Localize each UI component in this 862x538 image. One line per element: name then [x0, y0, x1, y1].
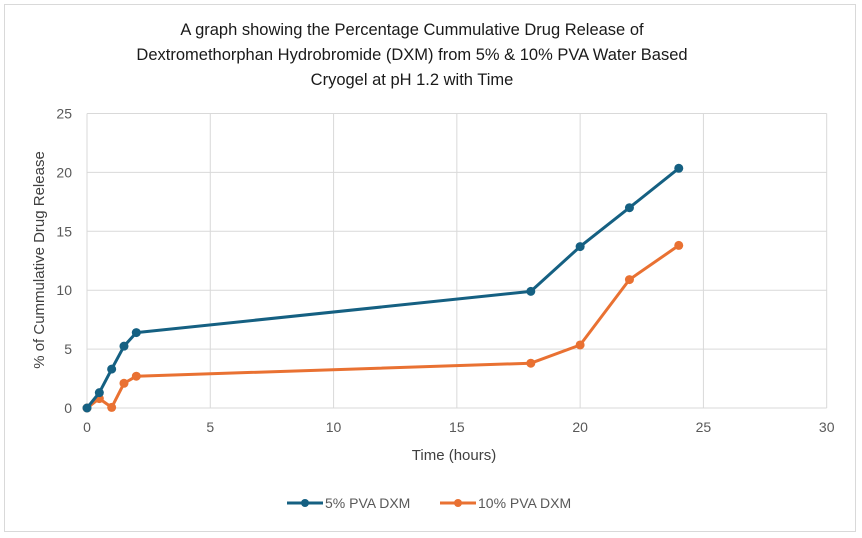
data-point [624, 275, 634, 285]
chart-title-line-1: A graph showing the Percentage Cummulati… [180, 21, 644, 39]
y-tick-label: 25 [56, 106, 72, 122]
x-axis-ticks: 0 5 10 15 20 25 30 [83, 419, 835, 435]
legend-marker [454, 499, 462, 507]
chart-title-line-2: Dextromethorphan Hydrobromide (DXM) from… [136, 46, 687, 64]
x-tick-label: 15 [449, 419, 465, 435]
chart-title-line-3: Cryogel at pH 1.2 with Time [311, 71, 514, 89]
data-point [674, 240, 684, 250]
data-point [131, 328, 141, 338]
legend: 5% PVA DXM 10% PVA DXM [287, 495, 571, 511]
series-line [85, 167, 680, 409]
x-tick-label: 30 [819, 419, 835, 435]
data-point [107, 402, 117, 412]
x-tick-label: 25 [696, 419, 712, 435]
legend-label: 10% PVA DXM [478, 495, 571, 511]
y-tick-label: 5 [64, 341, 72, 357]
data-point [94, 388, 104, 398]
y-tick-label: 10 [56, 282, 72, 298]
x-tick-label: 0 [83, 419, 91, 435]
data-point [119, 341, 129, 351]
legend-marker [301, 499, 309, 507]
data-point [119, 378, 129, 388]
data-point [82, 403, 92, 413]
y-tick-label: 15 [56, 223, 72, 239]
x-tick-label: 5 [206, 419, 214, 435]
y-tick-label: 0 [64, 400, 72, 416]
data-point [526, 358, 536, 368]
data-point [107, 364, 117, 374]
series-0 [82, 163, 684, 413]
x-tick-label: 10 [326, 419, 342, 435]
grid [86, 113, 828, 409]
series-group [82, 163, 684, 413]
data-point [575, 340, 585, 350]
y-axis-label: % of Cummulative Drug Release [31, 151, 48, 369]
y-axis-ticks: 0 5 10 15 20 25 [56, 106, 72, 417]
legend-label: 5% PVA DXM [325, 495, 410, 511]
chart-title: A graph showing the Percentage Cummulati… [136, 21, 687, 89]
data-point [575, 242, 585, 252]
legend-item-0: 5% PVA DXM [287, 495, 410, 511]
series-line [86, 244, 680, 410]
data-point [624, 203, 634, 213]
data-point [526, 286, 536, 296]
y-tick-label: 20 [56, 164, 72, 180]
data-point [674, 163, 684, 173]
chart-frame [4, 4, 856, 532]
legend-item-1: 10% PVA DXM [440, 495, 571, 511]
series-1 [82, 240, 684, 413]
data-point [131, 371, 141, 381]
x-tick-label: 20 [572, 419, 588, 435]
x-axis-label: Time (hours) [412, 447, 496, 464]
